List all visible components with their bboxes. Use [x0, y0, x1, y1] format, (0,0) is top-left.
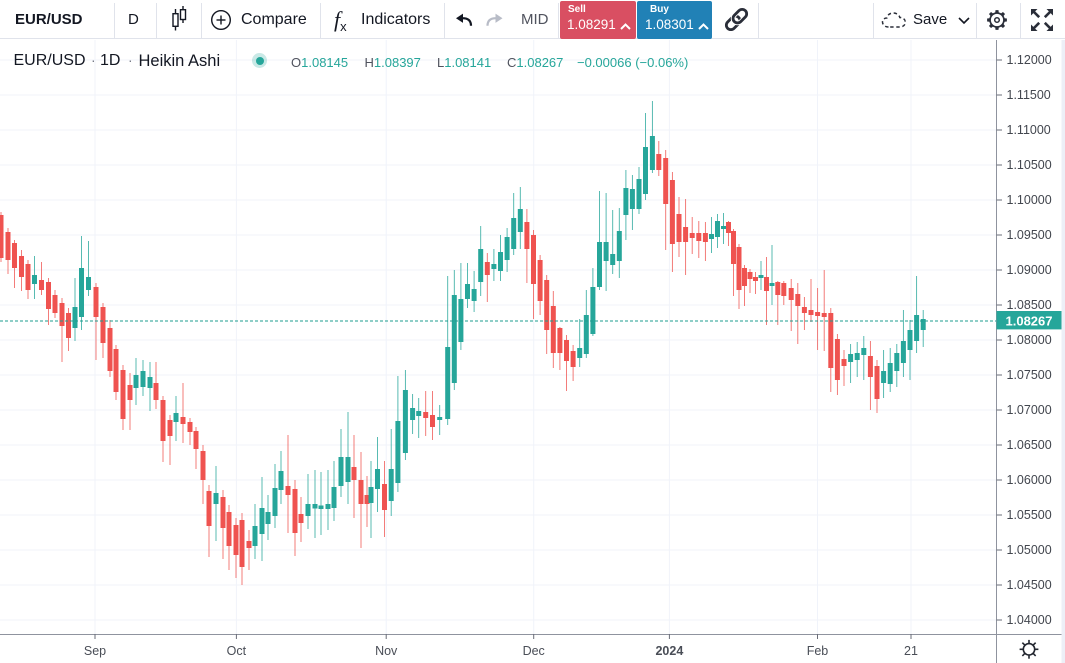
svg-text:1.09000: 1.09000: [1007, 263, 1052, 277]
svg-text:2024: 2024: [655, 644, 683, 658]
svg-text:1.08500: 1.08500: [1007, 298, 1052, 312]
svg-text:1.11500: 1.11500: [1007, 88, 1051, 102]
svg-text:1.11000: 1.11000: [1007, 123, 1051, 137]
svg-text:Nov: Nov: [375, 644, 398, 658]
svg-text:Dec: Dec: [523, 644, 545, 658]
svg-text:1.10500: 1.10500: [1007, 158, 1052, 172]
svg-text:Oct: Oct: [227, 644, 247, 658]
svg-text:Feb: Feb: [807, 644, 829, 658]
svg-text:1.07500: 1.07500: [1007, 368, 1052, 382]
svg-text:1.06500: 1.06500: [1007, 438, 1052, 452]
svg-text:1.05000: 1.05000: [1007, 543, 1052, 557]
svg-text:1.08000: 1.08000: [1007, 333, 1052, 347]
svg-text:1.07000: 1.07000: [1007, 403, 1052, 417]
svg-text:1.08267: 1.08267: [1006, 314, 1053, 329]
svg-text:1.04500: 1.04500: [1007, 578, 1052, 592]
svg-text:Sep: Sep: [84, 644, 106, 658]
svg-text:1.06000: 1.06000: [1007, 473, 1052, 487]
svg-text:1.09500: 1.09500: [1007, 228, 1052, 242]
svg-text:1.10000: 1.10000: [1007, 193, 1052, 207]
svg-text:1.05500: 1.05500: [1007, 508, 1052, 522]
svg-text:1.12000: 1.12000: [1007, 53, 1052, 67]
svg-text:1.04000: 1.04000: [1007, 613, 1052, 627]
svg-text:21: 21: [904, 644, 918, 658]
